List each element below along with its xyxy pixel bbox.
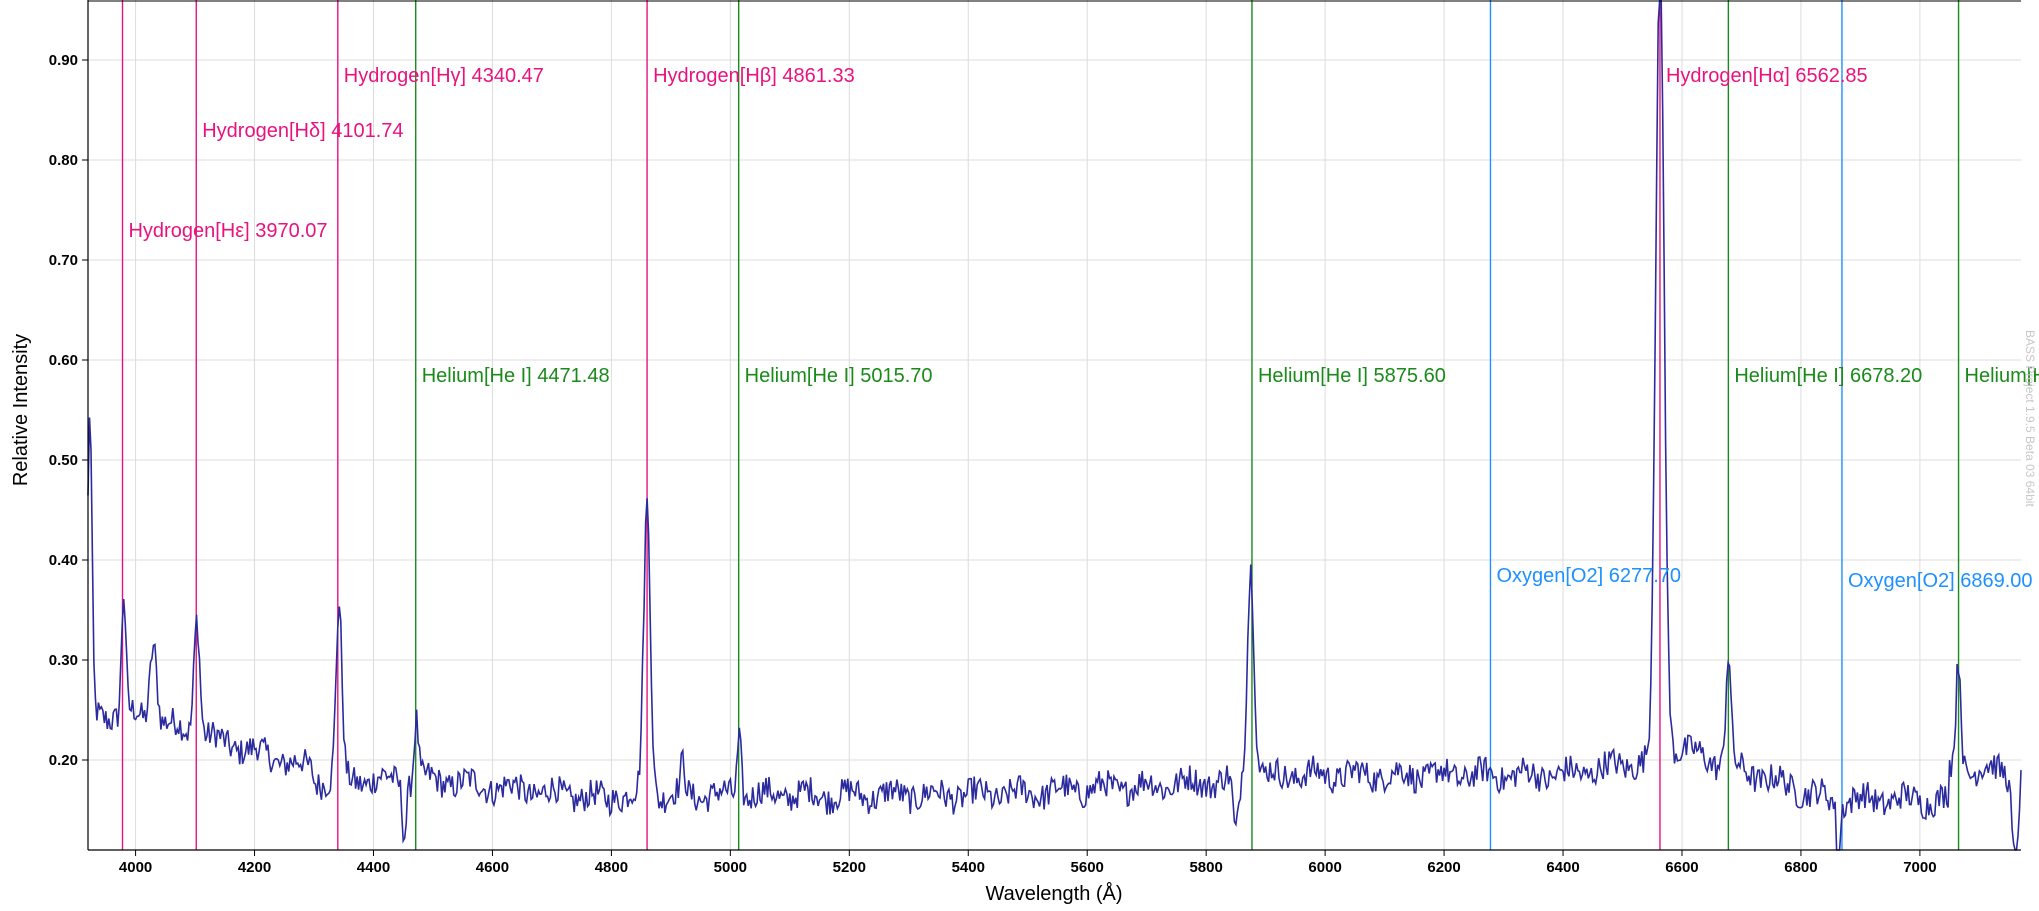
- y-tick-label: 0.70: [49, 252, 78, 269]
- x-tick-label: 5600: [1071, 859, 1104, 876]
- oxygen-line-label: Oxygen[O2] 6869.00: [1848, 570, 2033, 592]
- x-axis-title: Wavelength (Å): [985, 882, 1122, 905]
- spectrum-series-line: [87, 0, 2022, 851]
- x-tick-label: 7000: [1903, 859, 1936, 876]
- y-tick-label: 0.20: [49, 752, 78, 769]
- hydrogen-line-label: Hydrogen[Hδ] 4101.74: [202, 120, 403, 142]
- y-axis-title: Relative Intensity: [10, 334, 32, 486]
- helium-line-label: Helium[He I] 5015.70: [745, 365, 933, 387]
- y-axis-ticks: 0.20 0.30 0.40 0.50 0.60 0.70 0.80 0.90: [49, 52, 88, 769]
- x-tick-label: 4000: [119, 859, 152, 876]
- oxygen-line-label: Oxygen[O2] 6277.70: [1496, 565, 1681, 587]
- reference-line-labels: Hydrogen[Hε] 3970.07 Hydrogen[Hδ] 4101.74…: [128, 65, 2039, 592]
- x-tick-label: 5800: [1189, 859, 1222, 876]
- x-tick-label: 6800: [1784, 859, 1817, 876]
- helium-line-label: Helium[He I] 7065.20: [1965, 365, 2039, 387]
- y-tick-label: 0.90: [49, 52, 78, 69]
- y-tick-label: 0.50: [49, 452, 78, 469]
- helium-line-label: Helium[He I] 5875.60: [1258, 365, 1446, 387]
- grid: [88, 0, 2021, 850]
- x-tick-label: 4600: [476, 859, 509, 876]
- hydrogen-line-label: Hydrogen[Hγ] 4340.47: [344, 65, 544, 87]
- x-tick-label: 5200: [833, 859, 866, 876]
- reference-lines: [121, 0, 1960, 850]
- hydrogen-line-label: Hydrogen[Hε] 3970.07: [128, 220, 327, 242]
- helium-line-label: Helium[He I] 4471.48: [422, 365, 610, 387]
- x-tick-label: 4800: [595, 859, 628, 876]
- y-tick-label: 0.60: [49, 352, 78, 369]
- y-tick-label: 0.40: [49, 552, 78, 569]
- x-tick-label: 5400: [952, 859, 985, 876]
- x-tick-label: 6600: [1665, 859, 1698, 876]
- x-tick-label: 4400: [357, 859, 390, 876]
- helium-line-label: Helium[He I] 6678.20: [1734, 365, 1922, 387]
- x-axis-ticks: 4000 4200 4400 4600 4800 5000 5200 5400 5600 5800…: [119, 850, 1937, 876]
- y-tick-label: 0.30: [49, 652, 78, 669]
- x-tick-label: 6200: [1427, 859, 1460, 876]
- x-tick-label: 6000: [1308, 859, 1341, 876]
- x-tick-label: 6400: [1546, 859, 1579, 876]
- y-tick-label: 0.80: [49, 152, 78, 169]
- hydrogen-line-label: Hydrogen[Hβ] 4861.33: [653, 65, 855, 87]
- plot-area: [88, 0, 2021, 850]
- x-tick-label: 4200: [238, 859, 271, 876]
- hydrogen-line-label: Hydrogen[Hα] 6562.85: [1666, 65, 1868, 87]
- watermark-text: BASS Project 1.9.5 Beta 03 64bit: [2023, 330, 2037, 507]
- x-tick-label: 5000: [714, 859, 747, 876]
